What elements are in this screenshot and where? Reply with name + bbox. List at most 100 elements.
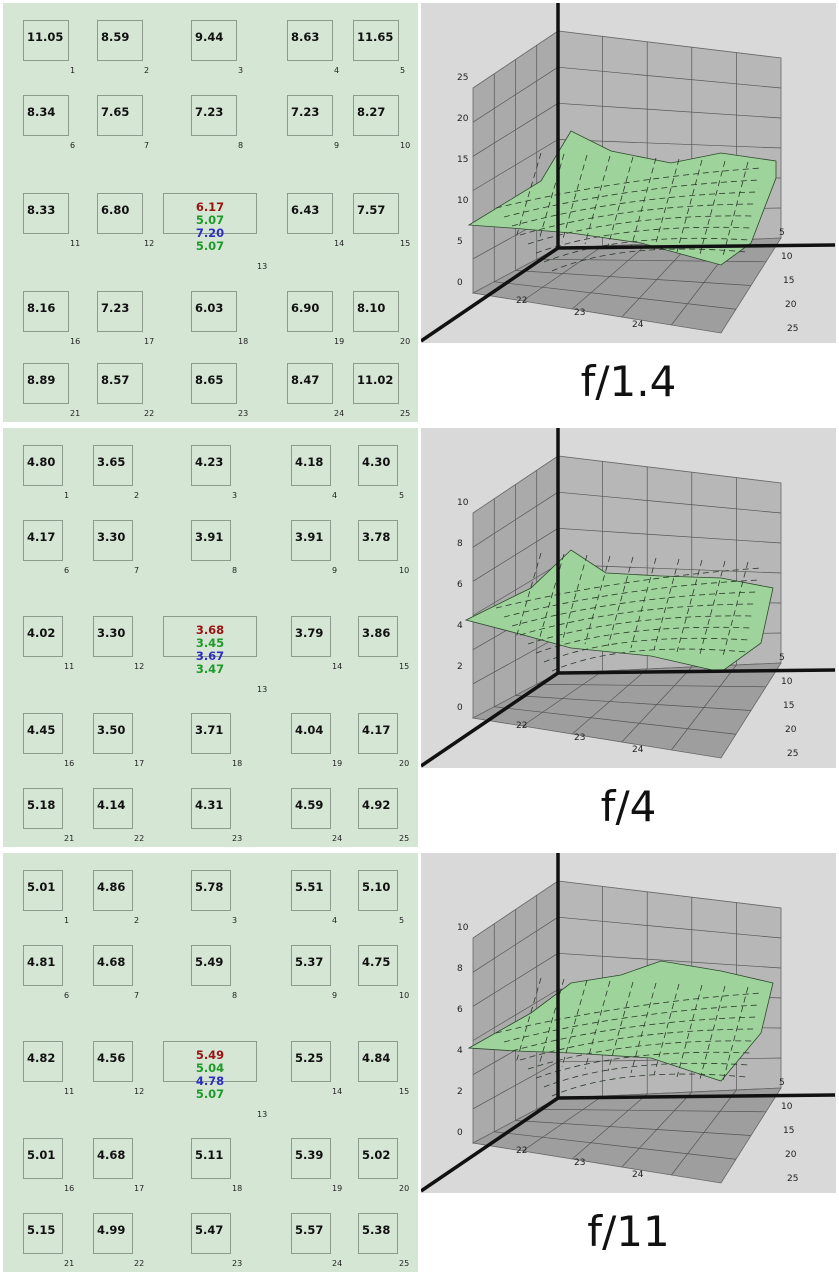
cell-index: 4 bbox=[332, 491, 338, 500]
cell-index: 3 bbox=[238, 66, 244, 75]
cell-box: 4.99 bbox=[93, 1213, 133, 1254]
cell-value: 7.23 bbox=[195, 105, 224, 119]
cell-value: 4.14 bbox=[97, 798, 126, 812]
cell-value: 4.75 bbox=[362, 955, 391, 969]
cell-index: 21 bbox=[70, 409, 81, 418]
cell-box: 3.91 bbox=[191, 520, 231, 561]
cell-value: 8.10 bbox=[357, 301, 386, 315]
cell-box: 4.17 bbox=[358, 713, 398, 754]
cell-box: 5.38 bbox=[358, 1213, 398, 1254]
cell-value: 4.31 bbox=[195, 798, 224, 812]
cell-index: 5 bbox=[399, 916, 405, 925]
cell-box: 8.63 bbox=[287, 20, 333, 61]
cell-box: 5.47 bbox=[191, 1213, 231, 1254]
cell-value: 5.25 bbox=[295, 1051, 324, 1065]
cell-index: 5 bbox=[399, 491, 405, 500]
cell-value: 4.04 bbox=[295, 723, 324, 737]
cell-box: 7.57 bbox=[353, 193, 399, 234]
z-tick-label: 6 bbox=[457, 580, 463, 590]
cell-value: 11.02 bbox=[357, 373, 394, 387]
cell-value: 5.47 bbox=[195, 1223, 224, 1237]
cell-value: 4.68 bbox=[97, 955, 126, 969]
cell-index: 18 bbox=[232, 759, 243, 768]
cell-box: 5.02 bbox=[358, 1138, 398, 1179]
cell-box: 4.68 bbox=[93, 945, 133, 986]
cell-value: 6.43 bbox=[291, 203, 320, 217]
cell-box: 3.50 bbox=[93, 713, 133, 754]
cell-value: 4.17 bbox=[27, 530, 56, 544]
center-value: 3.67 bbox=[195, 649, 225, 663]
cell-value: 4.59 bbox=[295, 798, 324, 812]
measurement-grid-panel: 11.05 1 8.59 2 9.44 3 8.63 4 11.65 5 8.34 6 7.65 7 7.2… bbox=[3, 3, 418, 422]
cell-index: 12 bbox=[134, 1087, 145, 1096]
cell-box: 8.16 bbox=[23, 291, 69, 332]
x-tick-label: 23 bbox=[574, 733, 585, 743]
cell-box: 11.65 bbox=[353, 20, 399, 61]
measurement-grid-panel: 4.80 1 3.65 2 4.23 3 4.18 4 4.30 5 4.17 6 3.30 7 3.91 8… bbox=[3, 428, 418, 847]
cell-box: 5.49 bbox=[191, 945, 231, 986]
cell-value: 4.99 bbox=[97, 1223, 126, 1237]
cell-index: 1 bbox=[70, 66, 76, 75]
cell-box: 5.51 bbox=[291, 870, 331, 911]
center-values: 6.17 5.07 7.20 5.07 bbox=[163, 201, 257, 253]
cell-box: 7.65 bbox=[97, 95, 143, 136]
cell-value: 5.01 bbox=[27, 1148, 56, 1162]
y-tick-label: 10 bbox=[781, 252, 793, 262]
cell-index: 19 bbox=[332, 1184, 343, 1193]
cell-value: 5.02 bbox=[362, 1148, 391, 1162]
cell-value: 8.57 bbox=[101, 373, 130, 387]
cell-box: 5.39 bbox=[291, 1138, 331, 1179]
surface-patch bbox=[467, 960, 774, 1082]
cell-index: 13 bbox=[257, 685, 268, 694]
axes bbox=[421, 428, 836, 768]
cell-box: 8.57 bbox=[97, 363, 143, 404]
cell-index: 8 bbox=[232, 991, 238, 1000]
x-tick-label: 23 bbox=[574, 308, 585, 318]
cell-box: 4.02 bbox=[23, 616, 63, 657]
cell-value: 4.56 bbox=[97, 1051, 126, 1065]
x-tick-label: 22 bbox=[516, 296, 527, 306]
cell-box: 4.86 bbox=[93, 870, 133, 911]
axes bbox=[421, 853, 836, 1193]
cell-index: 13 bbox=[257, 262, 268, 271]
cell-index: 14 bbox=[334, 239, 345, 248]
cell-value: 4.30 bbox=[362, 455, 391, 469]
cell-index: 15 bbox=[399, 662, 410, 671]
cell-value: 7.57 bbox=[357, 203, 386, 217]
cell-index: 15 bbox=[400, 239, 411, 248]
y-tick-label: 5 bbox=[779, 653, 785, 663]
cell-box: 4.45 bbox=[23, 713, 63, 754]
cell-index: 16 bbox=[64, 759, 75, 768]
cell-index: 12 bbox=[134, 662, 145, 671]
cell-box: 4.82 bbox=[23, 1041, 63, 1082]
cell-box: 4.84 bbox=[358, 1041, 398, 1082]
cell-box: 6.90 bbox=[287, 291, 333, 332]
cell-index: 13 bbox=[257, 1110, 268, 1119]
cell-value: 4.81 bbox=[27, 955, 56, 969]
cell-value: 7.23 bbox=[291, 105, 320, 119]
center-value: 7.20 bbox=[195, 226, 225, 240]
cell-value: 4.23 bbox=[195, 455, 224, 469]
cell-value: 6.90 bbox=[291, 301, 320, 315]
cell-index: 14 bbox=[332, 662, 343, 671]
cell-index: 7 bbox=[134, 566, 140, 575]
cell-value: 8.33 bbox=[27, 203, 56, 217]
floor bbox=[471, 662, 782, 759]
z-tick-label: 25 bbox=[457, 73, 468, 83]
cell-value: 6.03 bbox=[195, 301, 224, 315]
cell-box: 4.30 bbox=[358, 445, 398, 486]
cell-value: 4.68 bbox=[97, 1148, 126, 1162]
y-tick-label: 10 bbox=[781, 1102, 793, 1112]
cell-index: 6 bbox=[64, 566, 70, 575]
cell-box: 8.27 bbox=[353, 95, 399, 136]
y-tick-label: 20 bbox=[785, 300, 797, 310]
cell-index: 14 bbox=[332, 1087, 343, 1096]
center-value: 3.47 bbox=[195, 662, 225, 676]
cell-box: 8.89 bbox=[23, 363, 69, 404]
cell-box: 4.04 bbox=[291, 713, 331, 754]
x-tick-label: 22 bbox=[516, 721, 527, 731]
cell-box: 6.80 bbox=[97, 193, 143, 234]
cell-box: 7.23 bbox=[287, 95, 333, 136]
z-tick-label: 8 bbox=[457, 539, 463, 549]
